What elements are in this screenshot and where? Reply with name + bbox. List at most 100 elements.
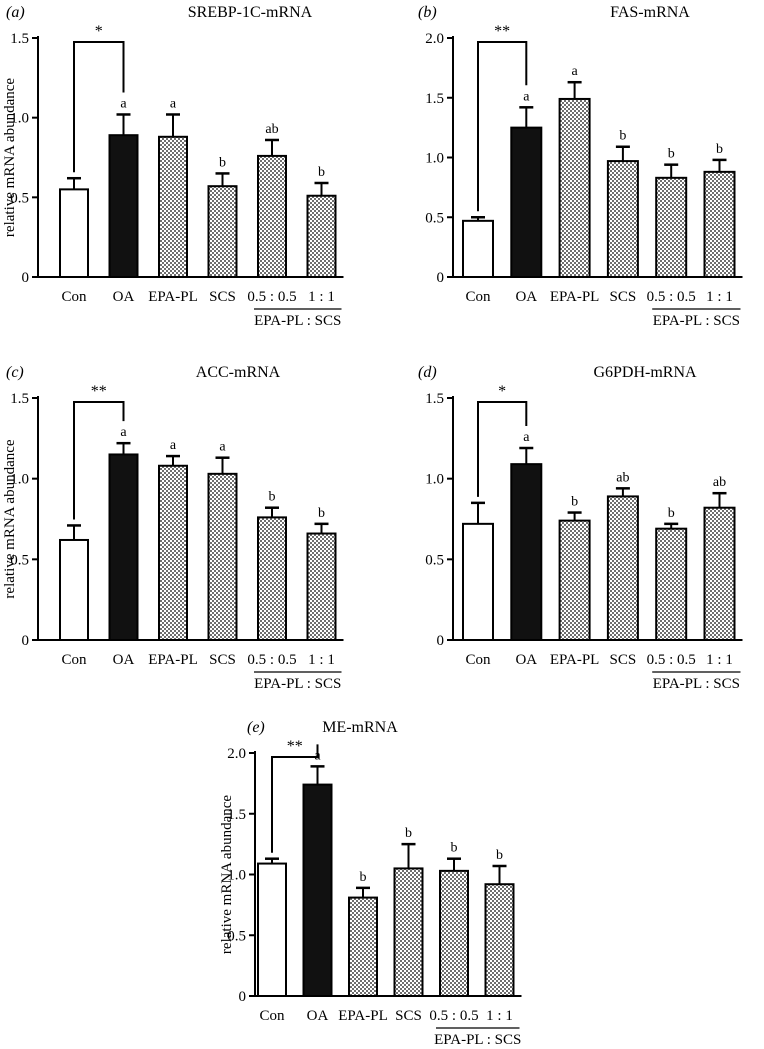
y-tick-label: 1.0 — [10, 111, 29, 127]
chart-title: SREBP-1C-mRNA — [188, 4, 313, 21]
panel-label: (b) — [418, 4, 437, 21]
group-label: EPA-PL : SCS — [653, 676, 740, 692]
significance-letter: ab — [616, 470, 629, 485]
bar-1 — [59, 188, 89, 278]
significance-bracket — [73, 41, 125, 173]
significance-letter: a — [170, 96, 177, 111]
significance-stars: * — [498, 383, 506, 400]
x-tick-label: SCS — [209, 289, 236, 305]
chart-panel-4: (d) G6PDH-mRNA 0 0.5 1.0 1.5 Con a OA b EPA-PL ab SC… — [418, 364, 743, 692]
bar-6 — [703, 506, 736, 641]
x-tick-label: EPA-PL — [550, 289, 599, 305]
bar-4 — [606, 495, 639, 641]
significance-bracket — [271, 744, 319, 853]
x-tick-label: 0.5 : 0.5 — [247, 289, 296, 305]
x-tick-label: EPA-PL — [148, 289, 197, 305]
bar-4 — [393, 867, 424, 997]
significance-letter: b — [571, 495, 578, 510]
bar-5 — [257, 154, 287, 278]
panel-label: (c) — [6, 364, 24, 381]
x-tick-label: 0.5 : 0.5 — [429, 1008, 478, 1024]
bar-6 — [703, 170, 736, 278]
bar-2 — [108, 134, 139, 278]
y-tick-label: 1.0 — [425, 472, 444, 488]
chart-title: G6PDH-mRNA — [593, 364, 697, 381]
significance-letter: a — [523, 430, 530, 445]
x-tick-label: SCS — [610, 289, 637, 305]
significance-letter: b — [405, 826, 412, 841]
significance-letter: b — [716, 142, 723, 157]
significance-letter: b — [269, 490, 276, 505]
bar-1 — [462, 522, 494, 642]
y-tick-label: 1.5 — [10, 31, 29, 47]
group-label: EPA-PL : SCS — [254, 676, 341, 692]
y-tick-label: 0 — [22, 270, 30, 286]
y-tick-label: 0 — [437, 633, 445, 649]
bar-1 — [462, 219, 494, 279]
y-tick-label: 1.5 — [425, 91, 444, 107]
significance-letter: b — [496, 848, 503, 863]
bar-5 — [655, 176, 688, 278]
y-tick-label: 0 — [22, 633, 30, 649]
y-tick-label: 1.5 — [10, 391, 29, 407]
x-tick-label: 1 : 1 — [486, 1008, 513, 1024]
bar-5 — [439, 869, 469, 997]
significance-letter: ab — [713, 475, 726, 490]
significance-bracket — [73, 401, 125, 520]
group-label: EPA-PL : SCS — [254, 313, 341, 329]
panel-label: (a) — [6, 4, 25, 21]
significance-letter: a — [120, 96, 127, 111]
y-axis-label: relative mRNA abundance — [219, 795, 235, 954]
significance-letter: b — [318, 506, 325, 521]
y-tick-label: 0 — [437, 270, 445, 286]
y-tick-label: 0.5 — [10, 552, 29, 568]
x-tick-label: 0.5 : 0.5 — [647, 289, 696, 305]
significance-letter: a — [571, 64, 578, 79]
x-tick-label: 0.5 : 0.5 — [247, 652, 296, 668]
bar-6 — [484, 883, 515, 997]
x-tick-label: 1 : 1 — [706, 289, 733, 305]
significance-letter: a — [170, 438, 177, 453]
x-tick-label: EPA-PL — [550, 652, 599, 668]
significance-stars: ** — [287, 738, 303, 755]
x-tick-label: OA — [113, 652, 135, 668]
y-tick-label: 1.5 — [227, 807, 246, 823]
x-tick-label: 1 : 1 — [308, 289, 335, 305]
y-tick-label: 1.0 — [10, 472, 29, 488]
significance-stars: ** — [494, 23, 510, 40]
significance-bracket — [477, 401, 528, 497]
bar-3 — [158, 135, 188, 278]
y-axis-label: relative mRNA abundance — [2, 78, 18, 237]
bar-3 — [558, 519, 591, 642]
chart-panel-5: (e) ME-mRNA relative mRNA abundance 0 0.5 1.0… — [219, 719, 522, 1048]
chart-title: ME-mRNA — [322, 719, 398, 736]
bar-1 — [59, 538, 89, 641]
y-tick-label: 1.0 — [425, 151, 444, 167]
y-axis-label: relative mRNA abundance — [2, 439, 18, 598]
chart-panel-2: (b) FAS-mRNA 0 0.5 1.0 1.5 2.0 Con a OA a EPA-PL b SC… — [418, 4, 743, 329]
x-tick-label: OA — [113, 289, 135, 305]
x-tick-label: Con — [465, 289, 491, 305]
bar-3 — [348, 896, 378, 998]
x-tick-label: SCS — [209, 652, 236, 668]
y-tick-label: 1.5 — [425, 391, 444, 407]
x-tick-label: Con — [61, 289, 87, 305]
significance-letter: a — [120, 425, 127, 440]
significance-stars: ** — [91, 383, 107, 400]
x-tick-label: OA — [307, 1008, 329, 1024]
x-tick-label: OA — [515, 289, 537, 305]
x-tick-label: EPA-PL — [338, 1008, 387, 1024]
x-tick-label: OA — [515, 652, 537, 668]
significance-letter: b — [219, 155, 226, 170]
chart-title: FAS-mRNA — [610, 4, 690, 21]
bar-5 — [655, 527, 688, 641]
x-tick-label: Con — [61, 652, 87, 668]
group-label: EPA-PL : SCS — [653, 313, 740, 329]
significance-letter: b — [318, 165, 325, 180]
y-tick-label: 0.5 — [10, 190, 29, 206]
y-tick-label: 2.0 — [227, 746, 246, 762]
significance-letter: a — [219, 440, 226, 455]
bar-4 — [207, 472, 238, 641]
bar-4 — [606, 160, 639, 279]
